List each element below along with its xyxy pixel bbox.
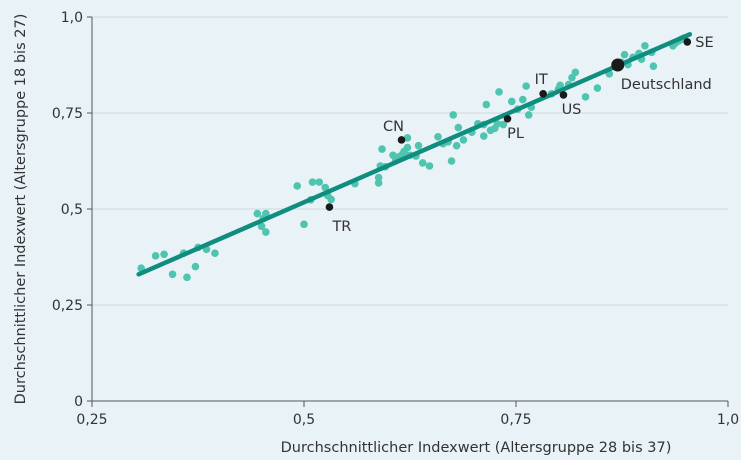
data-point bbox=[479, 132, 488, 140]
data-point bbox=[581, 93, 590, 101]
highlight-point bbox=[325, 203, 334, 211]
data-point bbox=[160, 250, 168, 259]
x-tick-label: 0,5 bbox=[293, 412, 315, 428]
data-point bbox=[414, 141, 423, 150]
data-point bbox=[151, 252, 160, 260]
data-point bbox=[493, 119, 502, 128]
data-point bbox=[449, 111, 458, 119]
trend-line bbox=[136, 32, 693, 277]
gridlines bbox=[92, 16, 728, 306]
data-point bbox=[459, 136, 468, 144]
data-point bbox=[620, 50, 629, 59]
data-point bbox=[374, 173, 383, 182]
data-point bbox=[507, 97, 516, 106]
highlight-point bbox=[397, 136, 406, 144]
data-point bbox=[262, 228, 270, 236]
data-point bbox=[454, 123, 463, 132]
highlight-point bbox=[503, 114, 512, 123]
data-point bbox=[253, 209, 262, 218]
data-point bbox=[482, 100, 491, 109]
y-tick-label: 0,5 bbox=[61, 202, 83, 218]
data-point bbox=[452, 141, 461, 150]
data-point bbox=[403, 134, 412, 142]
y-tick-label: 0,25 bbox=[52, 298, 83, 314]
highlight-label: CN bbox=[383, 119, 404, 135]
data-point bbox=[499, 120, 508, 129]
data-point bbox=[556, 81, 564, 90]
highlight-point bbox=[559, 91, 568, 99]
data-point bbox=[300, 220, 308, 229]
y-tick-label: 0,75 bbox=[52, 106, 83, 122]
highlight-label: Deutschland bbox=[621, 77, 712, 93]
highlight-label: IT bbox=[535, 72, 548, 88]
data-point bbox=[425, 162, 434, 170]
data-point bbox=[403, 143, 412, 152]
data-point bbox=[518, 95, 527, 104]
highlight-label: SE bbox=[695, 35, 713, 51]
x-axis-title: Durchschnittlicher Indexwert (Altersgrup… bbox=[281, 440, 672, 456]
data-point bbox=[211, 249, 219, 257]
data-point bbox=[522, 82, 530, 90]
data-point bbox=[308, 178, 317, 186]
data-point bbox=[495, 88, 503, 96]
x-tick-label: 1,0 bbox=[717, 412, 739, 428]
data-point bbox=[183, 273, 191, 282]
data-point bbox=[327, 195, 335, 204]
data-point bbox=[641, 42, 649, 50]
highlight-point bbox=[611, 58, 625, 72]
data-point bbox=[374, 179, 383, 187]
data-point bbox=[257, 222, 266, 231]
data-point bbox=[434, 133, 442, 141]
x-tick-label: 0,25 bbox=[76, 412, 107, 428]
data-point bbox=[649, 62, 658, 70]
highlight-point bbox=[683, 38, 692, 46]
x-tick-label: 0,75 bbox=[500, 412, 531, 428]
data-point bbox=[593, 84, 602, 92]
highlighted-points: SE Deutschland IT US PL CN TR bbox=[325, 35, 714, 235]
y-tick-label: 1,0 bbox=[61, 10, 83, 26]
y-tick-label: 0 bbox=[74, 394, 83, 410]
data-point bbox=[191, 262, 200, 271]
data-point bbox=[262, 209, 270, 218]
tick-labels: 0 0,25 0,5 0,75 1,0 0,25 0,5 0,75 1,0 bbox=[52, 10, 739, 428]
data-point bbox=[293, 182, 302, 190]
data-point bbox=[571, 68, 580, 77]
data-point bbox=[321, 183, 330, 192]
data-point bbox=[447, 157, 456, 165]
highlight-label: US bbox=[562, 102, 582, 118]
highlight-point bbox=[539, 90, 547, 98]
data-point bbox=[378, 145, 386, 153]
data-point bbox=[524, 111, 533, 119]
y-axis-title: Durchschnittlicher Indexwert (Altersgrup… bbox=[13, 14, 29, 405]
data-point bbox=[389, 151, 397, 160]
data-point bbox=[418, 159, 427, 167]
highlight-label: TR bbox=[331, 219, 351, 235]
data-point bbox=[168, 270, 177, 279]
data-point bbox=[315, 178, 324, 186]
highlight-label: PL bbox=[507, 126, 524, 142]
